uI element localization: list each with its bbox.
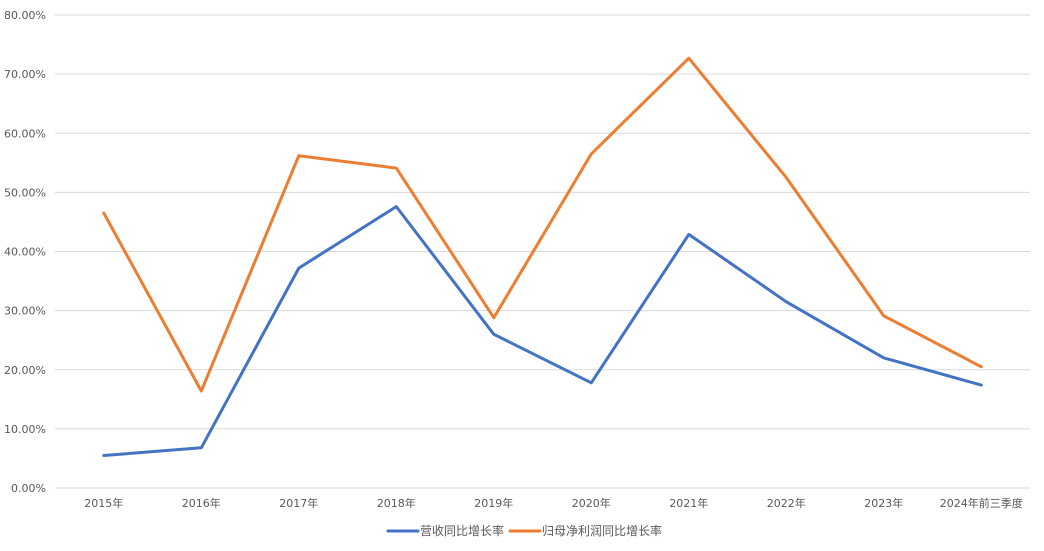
- legend-label: 营收同比增长率: [420, 523, 504, 538]
- series-line-1: [102, 56, 983, 393]
- gridlines: [55, 14, 1030, 489]
- x-tick-label: 2020年: [572, 496, 611, 510]
- y-tick-label: 50.00%: [4, 186, 46, 199]
- legend-label: 归母净利润同比增长率: [542, 523, 662, 538]
- x-tick-label: 2023年: [864, 496, 903, 510]
- series-line-0: [102, 205, 983, 457]
- x-tick-label: 2024年前三季度: [940, 496, 1023, 510]
- series-lines: [102, 56, 983, 457]
- y-tick-label: 80.00%: [4, 9, 46, 22]
- y-tick-label: 40.00%: [4, 246, 46, 259]
- x-tick-label: 2017年: [279, 496, 318, 510]
- y-tick-label: 70.00%: [4, 68, 46, 81]
- y-tick-label: 30.00%: [4, 305, 46, 318]
- x-tick-label: 2021年: [669, 496, 708, 510]
- x-tick-label: 2015年: [84, 496, 123, 510]
- x-axis-ticks: 2015年 2016年 2017年 2018年 2019年 2020年 2021年 2022年…: [84, 496, 1023, 510]
- y-tick-label: 0.00%: [11, 482, 46, 495]
- y-axis-ticks: 0.00% 10.00% 20.00% 30.00% 40.00% 50.00% 60.00…: [4, 9, 46, 495]
- legend: 营收同比增长率 归母净利润同比增长率: [386, 523, 662, 538]
- y-tick-label: 10.00%: [4, 423, 46, 436]
- x-tick-label: 2022年: [767, 496, 806, 510]
- x-tick-label: 2018年: [377, 496, 416, 510]
- y-tick-label: 60.00%: [4, 127, 46, 140]
- x-tick-label: 2016年: [182, 496, 221, 510]
- y-tick-label: 20.00%: [4, 364, 46, 377]
- x-tick-label: 2019年: [474, 496, 513, 510]
